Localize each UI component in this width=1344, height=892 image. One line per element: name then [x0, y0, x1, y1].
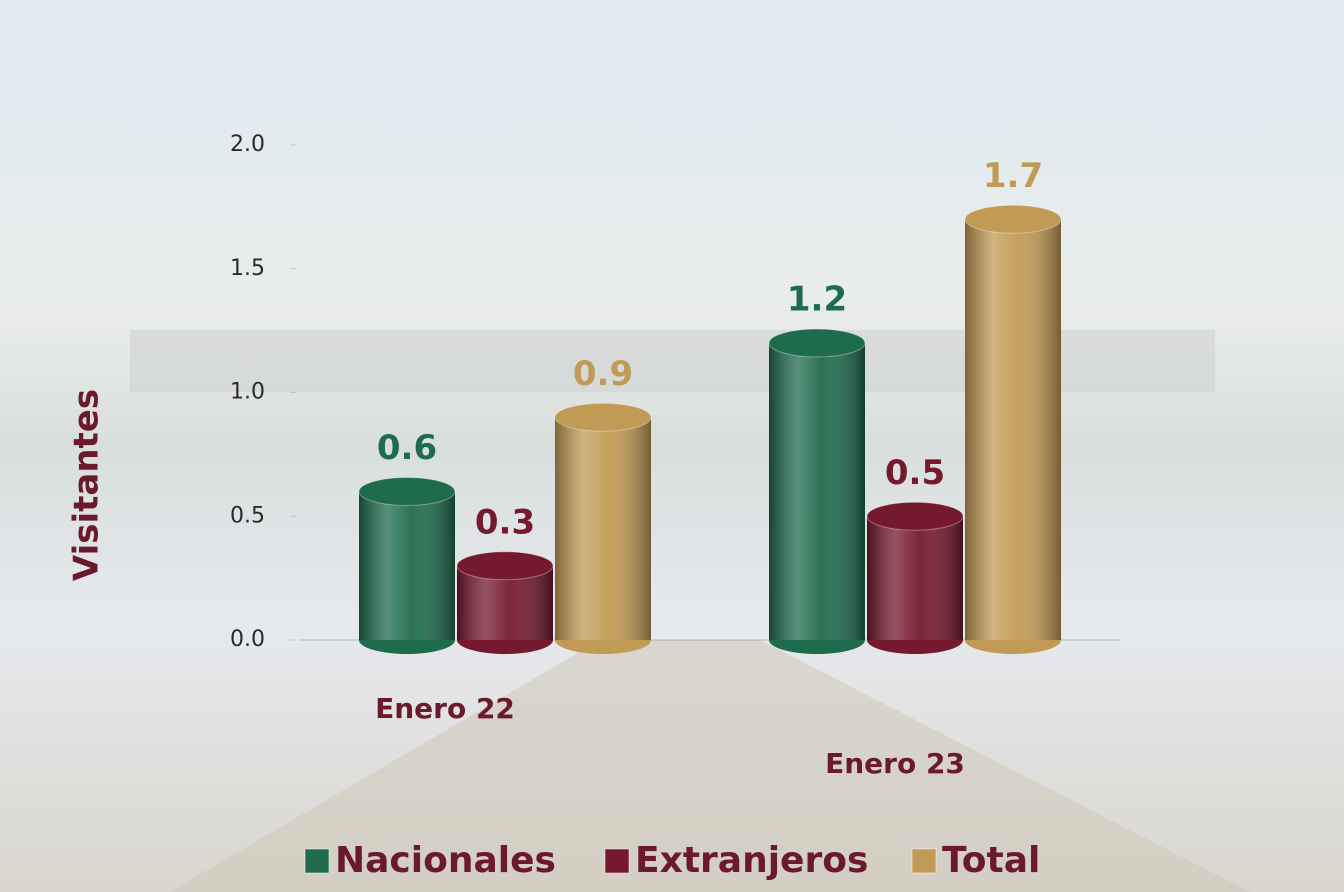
- value-label: 0.6: [377, 428, 437, 468]
- bar-cap: [554, 402, 652, 432]
- legend-label: Nacionales: [335, 840, 556, 881]
- bar-cap: [964, 204, 1062, 234]
- legend-label: Total: [942, 840, 1040, 881]
- bar-cap: [358, 477, 456, 506]
- background-pyramid: [170, 640, 1250, 892]
- value-label: 0.9: [573, 354, 633, 394]
- legend-swatch: [304, 848, 330, 874]
- x-tick-label: Enero 23: [825, 747, 965, 780]
- bar-shading: [769, 343, 865, 640]
- value-label: 1.2: [787, 280, 847, 320]
- y-tick-label: 0.5: [230, 503, 265, 528]
- value-label: 0.3: [475, 502, 535, 542]
- bar-shading: [359, 491, 455, 640]
- bar-cap: [456, 551, 554, 581]
- bar-shading: [555, 417, 651, 640]
- legend-swatch: [911, 848, 937, 874]
- bar-shading: [965, 219, 1061, 640]
- y-axis-label: Visitantes: [67, 389, 107, 581]
- y-tick-label: 2.0: [230, 132, 265, 157]
- bar-shading: [867, 516, 963, 640]
- value-label: 0.5: [885, 453, 945, 493]
- y-tick-label: 1.5: [230, 256, 265, 281]
- value-label: 1.7: [983, 156, 1043, 196]
- x-tick-label: Enero 22: [375, 692, 515, 725]
- bar-cap: [768, 328, 866, 358]
- y-tick-label: 0.0: [230, 627, 265, 652]
- y-tick-label: 1.0: [230, 380, 265, 405]
- legend-swatch: [604, 848, 630, 874]
- legend-label: Extranjeros: [635, 840, 868, 881]
- bar-cap: [866, 501, 964, 531]
